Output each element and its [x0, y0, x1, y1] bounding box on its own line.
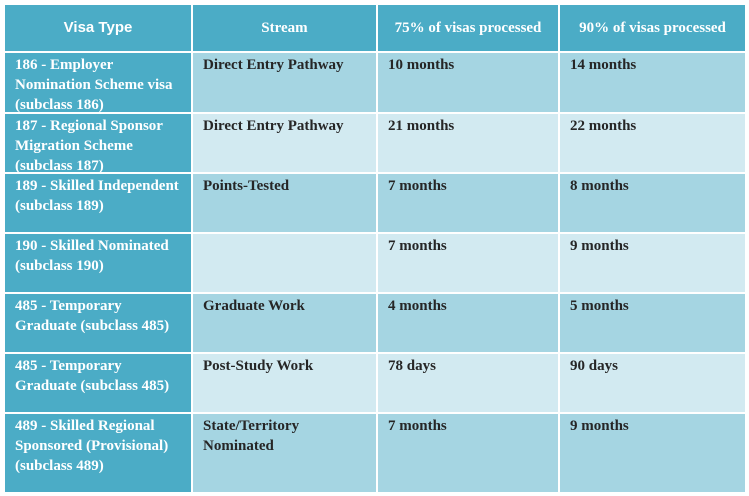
visa-type-cell: 485 - Temporary Graduate (subclass 485) [5, 294, 191, 352]
table-cell: 22 months [560, 114, 745, 172]
table-cell: 7 months [378, 174, 558, 232]
table-cell: 5 months [560, 294, 745, 352]
table-cell: 7 months [378, 234, 558, 292]
table-cell: 14 months [560, 53, 745, 112]
visa-type-cell: 190 - Skilled Nominated (subclass 190) [5, 234, 191, 292]
table-cell: Post-Study Work [193, 354, 376, 412]
table-cell: 9 months [560, 234, 745, 292]
table-cell: 9 months [560, 414, 745, 492]
table-cell: State/Territory Nominated [193, 414, 376, 492]
table-cell: Direct Entry Pathway [193, 114, 376, 172]
table-cell [193, 234, 376, 292]
table-cell: Graduate Work [193, 294, 376, 352]
table-cell: 4 months [378, 294, 558, 352]
header-cell: Visa Type [5, 5, 191, 51]
table-cell: Points-Tested [193, 174, 376, 232]
visa-type-cell: 485 - Temporary Graduate (subclass 485) [5, 354, 191, 412]
table-cell: Direct Entry Pathway [193, 53, 376, 112]
header-cell: 75% of visas processed [378, 5, 558, 51]
visa-type-cell: 489 - Skilled Regional Sponsored (Provis… [5, 414, 191, 492]
header-cell: 90% of visas processed [560, 5, 745, 51]
table-cell: 7 months [378, 414, 558, 492]
visa-type-cell: 187 - Regional Sponsor Migration Scheme … [5, 114, 191, 172]
header-cell: Stream [193, 5, 376, 51]
table-cell: 90 days [560, 354, 745, 412]
visa-table: Visa Type Stream 75% of visas processed 90%… [5, 5, 745, 492]
table-cell: 78 days [378, 354, 558, 412]
table-cell: 21 months [378, 114, 558, 172]
visa-type-cell: 189 - Skilled Independent (subclass 189) [5, 174, 191, 232]
visa-type-cell: 186 - Employer Nomination Scheme visa (s… [5, 53, 191, 112]
table-cell: 10 months [378, 53, 558, 112]
table-cell: 8 months [560, 174, 745, 232]
